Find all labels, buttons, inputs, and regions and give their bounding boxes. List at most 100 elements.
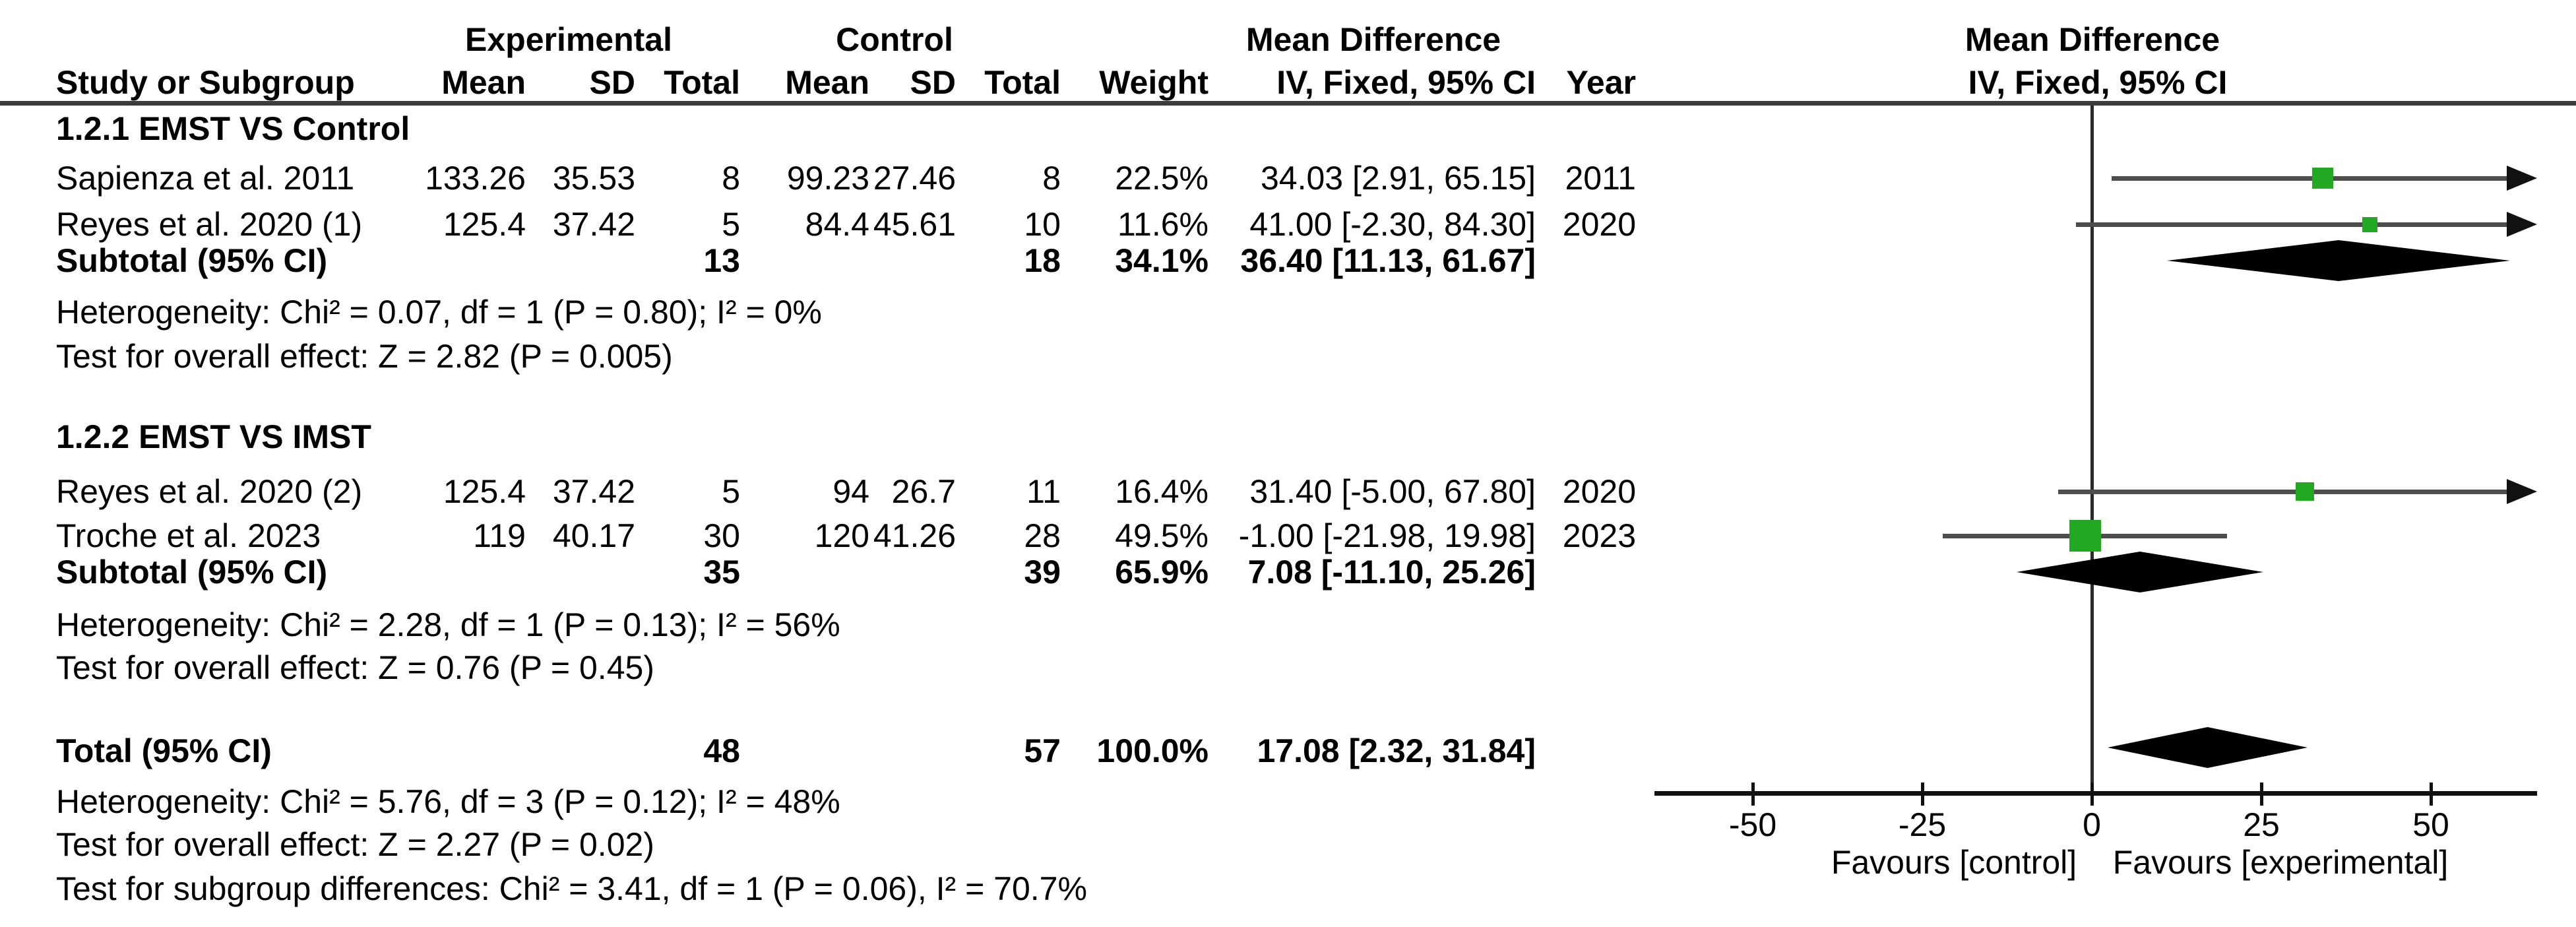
total-overall-effect: Test for overall effect: Z = 2.27 (P = 0… xyxy=(56,826,654,863)
total-heterogeneity: Heterogeneity: Chi² = 5.76, df = 3 (P = … xyxy=(56,783,840,820)
ci-arrow-right xyxy=(2507,166,2537,191)
year-value: 2020 xyxy=(1562,473,1636,510)
exp-mean-value: 119 xyxy=(473,517,526,554)
subtotal-2-exp-total: 35 xyxy=(703,554,740,591)
x-axis xyxy=(1654,791,2537,796)
header-rule xyxy=(0,101,2576,106)
col-exp-sd: SD xyxy=(589,64,635,101)
axis-tick xyxy=(1751,783,1755,806)
col-weight: Weight xyxy=(1099,64,1209,101)
effect-marker xyxy=(2312,168,2333,189)
exp-mean-value: 133.26 xyxy=(425,160,526,197)
favours-control-label: Favours [control] xyxy=(1831,844,2077,881)
col-ctrl-sd: SD xyxy=(910,64,956,101)
ci-arrow-right xyxy=(2507,479,2537,504)
exp-total-value: 30 xyxy=(703,517,740,554)
axis-tick xyxy=(1921,783,1924,806)
exp-sd-value: 35.53 xyxy=(552,160,635,197)
subgroup-differences: Test for subgroup differences: Chi² = 3.… xyxy=(56,870,1087,907)
weight-value: 49.5% xyxy=(1115,517,1209,554)
header-mean-difference-column: Mean Difference xyxy=(1245,21,1501,58)
col-ci-plot: IV, Fixed, 95% CI xyxy=(1968,64,2228,101)
effect-marker xyxy=(2296,482,2314,501)
total-ci-text: 17.08 [2.32, 31.84] xyxy=(1257,732,1536,769)
weight-value: 11.6% xyxy=(1117,206,1209,243)
exp-sd-value: 37.42 xyxy=(552,206,635,243)
subtotal-2-weight: 65.9% xyxy=(1115,554,1209,591)
col-exp-total: Total xyxy=(664,64,740,101)
study-name: Troche et al. 2023 xyxy=(56,517,321,554)
ctrl-mean-value: 94 xyxy=(832,473,869,510)
study-name: Sapienza et al. 2011 xyxy=(56,160,355,197)
heterogeneity-line: Heterogeneity: Chi² = 0.07, df = 1 (P = … xyxy=(56,294,822,331)
subtotal-diamond xyxy=(2167,240,2510,281)
exp-sd-value: 40.17 xyxy=(552,517,635,554)
subtotal-1-exp-total: 13 xyxy=(703,242,740,279)
total-label: Total (95% CI) xyxy=(56,732,272,769)
year-value: 2011 xyxy=(1565,160,1636,197)
total-exp-total: 48 xyxy=(703,732,740,769)
ctrl-total-value: 11 xyxy=(1026,473,1061,510)
col-year: Year xyxy=(1566,64,1636,101)
subtotal-2-ctrl-total: 39 xyxy=(1024,554,1061,591)
subtotal-1-ci-text: 36.40 [11.13, 61.67] xyxy=(1240,242,1536,279)
exp-total-value: 8 xyxy=(722,160,740,197)
weight-value: 22.5% xyxy=(1115,160,1209,197)
subtotal-1-label: Subtotal (95% CI) xyxy=(56,242,328,279)
ctrl-sd-value: 26.7 xyxy=(891,473,956,510)
header-mean-difference-plot: Mean Difference xyxy=(1964,21,2220,58)
subtotal-2-label: Subtotal (95% CI) xyxy=(56,554,328,591)
exp-mean-value: 125.4 xyxy=(443,206,526,243)
ctrl-total-value: 8 xyxy=(1042,160,1061,197)
ci-text-value: 34.03 [2.91, 65.15] xyxy=(1260,160,1536,197)
ctrl-total-value: 10 xyxy=(1024,206,1061,243)
effect-marker xyxy=(2069,520,2101,552)
ci-arrow-right xyxy=(2507,212,2537,237)
ctrl-mean-value: 99.23 xyxy=(786,160,869,197)
axis-tick-label: 25 xyxy=(2243,806,2280,843)
ci-line xyxy=(2111,176,2507,181)
axis-tick xyxy=(2090,783,2094,806)
axis-tick-label: -50 xyxy=(1728,806,1777,843)
ci-text-value: 31.40 [-5.00, 67.80] xyxy=(1249,473,1536,510)
subtotal-1-weight: 34.1% xyxy=(1115,242,1209,279)
exp-mean-value: 125.4 xyxy=(443,473,526,510)
exp-sd-value: 37.42 xyxy=(552,473,635,510)
header-control: Control xyxy=(836,21,953,58)
col-ci: IV, Fixed, 95% CI xyxy=(1276,64,1536,101)
subgroup-title: 1.2.1 EMST VS Control xyxy=(56,110,410,147)
year-value: 2020 xyxy=(1562,206,1636,243)
col-study-or-subgroup: Study or Subgroup xyxy=(56,64,355,101)
ci-text-value: -1.00 [-21.98, 19.98] xyxy=(1238,517,1536,554)
subtotal-diamond xyxy=(2017,552,2263,592)
ci-text-value: 41.00 [-2.30, 84.30] xyxy=(1249,206,1536,243)
axis-tick-label: 50 xyxy=(2412,806,2449,843)
ctrl-mean-value: 120 xyxy=(814,517,869,554)
heterogeneity-line: Heterogeneity: Chi² = 2.28, df = 1 (P = … xyxy=(56,606,840,643)
ctrl-sd-value: 41.26 xyxy=(873,517,956,554)
ctrl-sd-value: 45.61 xyxy=(873,206,956,243)
total-ctrl-total: 57 xyxy=(1024,732,1061,769)
axis-tick-label: 0 xyxy=(2083,806,2101,843)
exp-total-value: 5 xyxy=(722,206,740,243)
total-diamond xyxy=(2108,727,2308,768)
overall-effect-line: Test for overall effect: Z = 0.76 (P = 0… xyxy=(56,649,654,686)
ci-line xyxy=(2076,222,2507,227)
subtotal-1-ctrl-total: 18 xyxy=(1024,242,1061,279)
overall-effect-line: Test for overall effect: Z = 2.82 (P = 0… xyxy=(56,338,673,375)
ctrl-mean-value: 84.4 xyxy=(805,206,869,243)
col-ctrl-total: Total xyxy=(984,64,1061,101)
ci-line xyxy=(2058,490,2507,494)
subtotal-2-ci-text: 7.08 [-11.10, 25.26] xyxy=(1247,554,1536,591)
col-exp-mean: Mean xyxy=(441,64,526,101)
header-experimental: Experimental xyxy=(464,21,673,58)
study-name: Reyes et al. 2020 (1) xyxy=(56,206,363,243)
exp-total-value: 5 xyxy=(722,473,740,510)
zero-line xyxy=(2090,106,2094,795)
favours-experimental-label: Favours [experimental] xyxy=(2112,844,2449,881)
ctrl-sd-value: 27.46 xyxy=(873,160,956,197)
year-value: 2023 xyxy=(1562,517,1636,554)
ctrl-total-value: 28 xyxy=(1024,517,1061,554)
study-name: Reyes et al. 2020 (2) xyxy=(56,473,363,510)
